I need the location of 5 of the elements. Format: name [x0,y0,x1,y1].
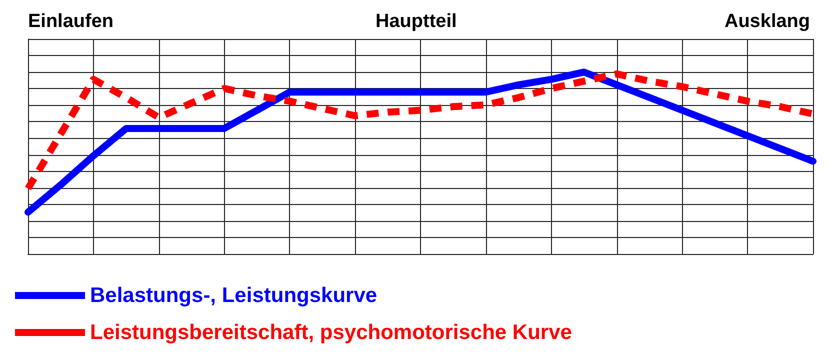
text: Hauptteil [376,11,457,32]
legend-label: Belastungs-, Leistungskurve [90,284,378,307]
text: Ausklang [724,11,810,32]
text: Einlaufen [28,11,114,32]
legend-label: Leistungsbereitschaft, psychomotorische Kurve [90,321,572,344]
